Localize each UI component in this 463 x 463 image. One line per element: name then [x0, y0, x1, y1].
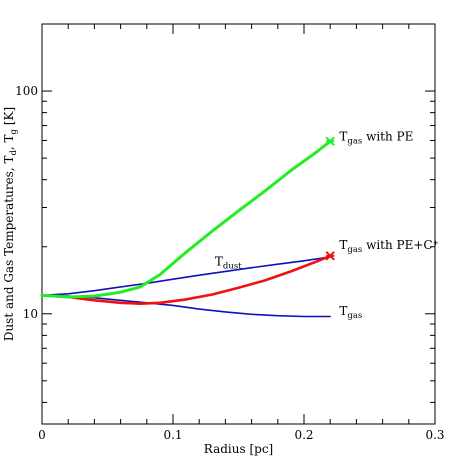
y-axis-label-sub-g: g — [9, 128, 19, 134]
annotation-a_dust: Tdust — [215, 254, 242, 271]
x-tick-label: 0.1 — [163, 428, 182, 442]
y-axis-label: Dust and Gas Temperatures, Td, Tg [K] — [2, 107, 19, 341]
series-line-tgas_pe_cplus — [40, 254, 332, 306]
y-axis-label-mid: , T — [2, 134, 16, 150]
curve-annotations: Tgas with PE Tgas with PE+C⁺ Tdust Tgas — [215, 129, 439, 320]
y-tick-label: 10 — [23, 307, 38, 321]
annotation-a_pe: Tgas with PE — [339, 129, 413, 146]
y-axis-label-main: Dust and Gas Temperatures, T — [2, 156, 16, 342]
y-tick-label: 100 — [15, 84, 38, 98]
series-line-tgas_pe — [40, 139, 332, 299]
annotation-a_pec: Tgas with PE+C⁺ — [339, 238, 439, 255]
series-endpoint-tgas_pe — [325, 136, 335, 146]
x-tick-label: 0.2 — [294, 428, 313, 442]
series-endpoint-tgas_pe_cplus — [325, 251, 335, 261]
y-axis-label-tail: [K] — [2, 107, 16, 129]
data-curves — [40, 136, 335, 318]
plot-frame — [41, 23, 436, 425]
annotation-a_gas: Tgas — [339, 304, 362, 321]
axis-ticks: 0 0.1 0.2 0.3 10 100 — [15, 23, 445, 442]
series-line-tdust — [41, 256, 332, 297]
x-tick-label: 0 — [38, 428, 46, 442]
x-axis-label: Radius [pc] — [204, 442, 273, 456]
x-tick-label: 0.3 — [425, 428, 444, 442]
y-axis-label-sub-d: d — [9, 150, 19, 156]
